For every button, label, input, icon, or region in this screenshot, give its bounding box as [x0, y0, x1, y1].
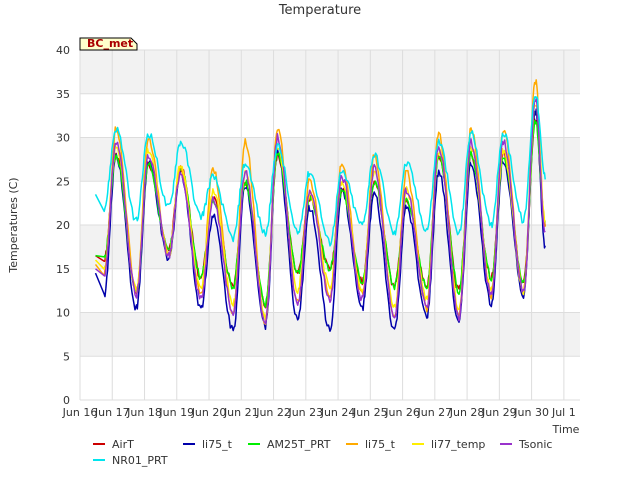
legend-label: AM25T_PRT — [267, 438, 331, 451]
x-axis-label: Time — [552, 423, 580, 436]
series-layer — [94, 79, 546, 332]
x-tick-label: Jun 19 — [158, 406, 194, 419]
y-axis-label: Temperatures (C) — [7, 177, 20, 273]
band — [80, 225, 580, 269]
legend-label: li77_temp — [431, 438, 485, 451]
y-tick-label: 0 — [63, 394, 70, 407]
x-tick-label: Jul 1 — [551, 406, 576, 419]
x-tick-label: Jun 18 — [126, 406, 162, 419]
annotation-box: BC_met — [79, 37, 138, 51]
legend-label: NR01_PRT — [112, 454, 168, 467]
y-tick-label: 25 — [56, 175, 70, 188]
y-tick-label: 20 — [56, 219, 70, 232]
annotation-label: BC_met — [87, 37, 133, 50]
series-line — [94, 96, 546, 247]
legend-label: li75_t — [202, 438, 233, 451]
x-tick-label: Jun 22 — [255, 406, 291, 419]
y-tick-label: 40 — [56, 44, 70, 57]
band — [80, 50, 580, 94]
x-tick-label: Jun 27 — [416, 406, 452, 419]
y-tick-label: 10 — [56, 307, 70, 320]
x-tick-label: Jun 24 — [320, 406, 356, 419]
x-tick-label: Jun 21 — [223, 406, 259, 419]
y-tick-label: 35 — [56, 88, 70, 101]
legend-label: li75_t — [365, 438, 396, 451]
y-tick-label: 15 — [56, 263, 70, 276]
legend: AirT li75_t AM25T_PRT li75_t li77_temp Tsonic… — [93, 438, 552, 467]
chart-title: Temperature — [278, 3, 361, 18]
band — [80, 137, 580, 182]
legend-label: AirT — [112, 438, 134, 451]
x-tick-label: Jun 23 — [287, 406, 323, 419]
series-line — [95, 97, 546, 325]
y-tick-label: 30 — [56, 132, 70, 145]
band — [80, 312, 580, 357]
x-tick-label: Jun 28 — [449, 406, 485, 419]
grid-lines — [79, 49, 580, 401]
x-tick-label: Jun 26 — [384, 406, 420, 419]
x-tick-label: Jun 16 — [62, 406, 98, 419]
y-tick-label: 5 — [63, 350, 70, 363]
x-tick-label: Jun 17 — [94, 406, 130, 419]
x-tick-label: Jun 25 — [352, 406, 388, 419]
x-tick-label: Jun 20 — [191, 406, 227, 419]
x-tick-label: Jun 29 — [481, 406, 517, 419]
x-tick-label: Jun 30 — [513, 406, 549, 419]
legend-label: Tsonic — [518, 438, 552, 451]
